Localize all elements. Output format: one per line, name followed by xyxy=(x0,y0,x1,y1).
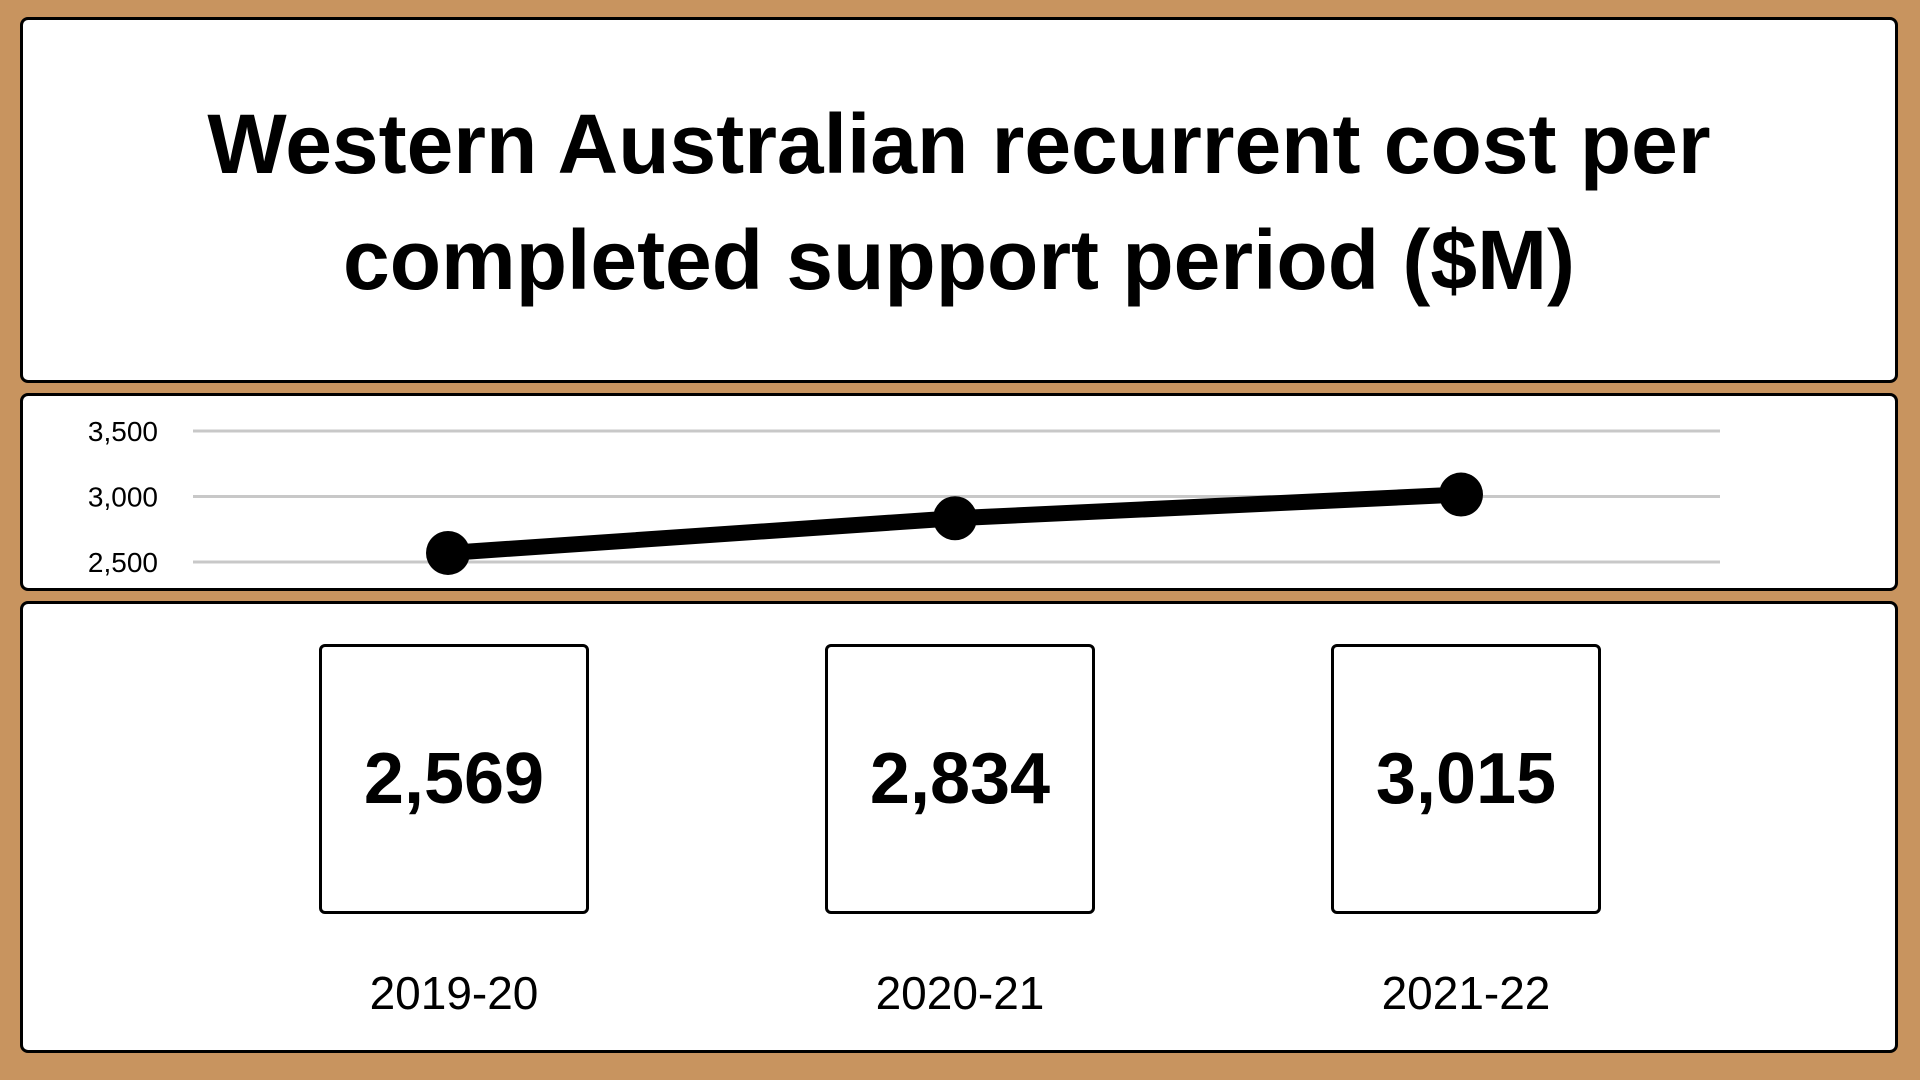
value-card-2021-22: 3,015 xyxy=(1331,644,1601,914)
value-text: 3,015 xyxy=(1375,739,1557,819)
period-label: 2021-22 xyxy=(1381,967,1551,1019)
values-panel: 2,569 2,834 3,015 2019-20 2020-21 2021-2… xyxy=(20,601,1898,1053)
period-label: 2019-20 xyxy=(369,967,539,1019)
y-tick-label: 3,500 xyxy=(88,416,158,447)
period-label: 2020-21 xyxy=(875,967,1045,1019)
data-point xyxy=(933,496,977,541)
line-chart: 2,500 3,000 3,500 xyxy=(88,416,1720,578)
y-tick-label: 3,000 xyxy=(88,482,158,513)
data-point xyxy=(1439,472,1483,517)
chart-panel: 2,500 3,000 3,500 xyxy=(20,393,1898,591)
data-point xyxy=(426,530,470,575)
value-card-2019-20: 2,569 xyxy=(319,644,589,914)
value-text: 2,834 xyxy=(869,739,1051,819)
title-panel: Western Australian recurrent cost per co… xyxy=(20,17,1898,383)
value-card-2020-21: 2,834 xyxy=(825,644,1095,914)
value-text: 2,569 xyxy=(363,739,545,819)
y-tick-label: 2,500 xyxy=(88,547,158,578)
chart-title: Western Australian recurrent cost per co… xyxy=(207,97,1711,307)
